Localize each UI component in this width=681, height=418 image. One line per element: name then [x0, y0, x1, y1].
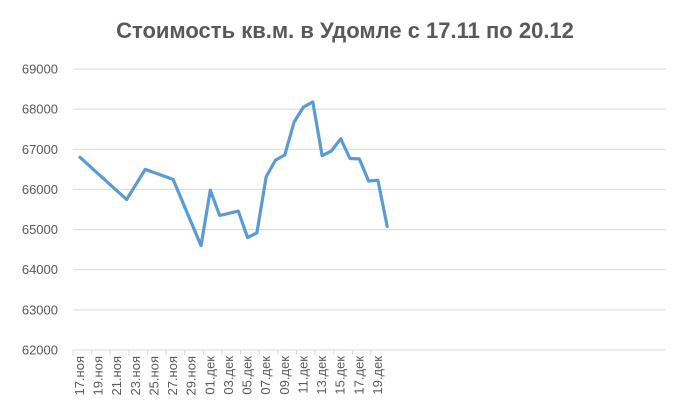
x-tick-label: 27.ноя: [165, 356, 180, 396]
data-point: [311, 100, 314, 104]
data-point: [218, 214, 221, 217]
chart-title: Стоимость кв.м. в Удомле с 17.11 по 20.1…: [116, 18, 574, 43]
data-point: [302, 105, 305, 109]
data-point: [348, 157, 352, 160]
data-point: [386, 225, 389, 228]
data-point: [265, 175, 268, 178]
x-tick-label: 09.дек: [277, 356, 292, 395]
x-tick-label: 19.дек: [370, 356, 385, 395]
data-point: [367, 179, 370, 183]
x-tick-label: 03.дек: [221, 356, 236, 395]
data-point: [283, 153, 287, 157]
x-tick-label: 25.ноя: [146, 356, 161, 396]
data-point: [320, 154, 324, 157]
y-tick-label: 68000: [22, 102, 58, 117]
series-layer: [78, 100, 389, 248]
x-tick-label: 11.дек: [295, 356, 310, 394]
y-tick-label: 66000: [22, 182, 58, 197]
data-point: [339, 137, 342, 141]
data-point: [292, 120, 296, 124]
x-tick-label: 23.ноя: [128, 356, 143, 396]
data-point: [330, 149, 333, 153]
data-point: [237, 209, 240, 213]
x-tick-label: 29.ноя: [184, 356, 199, 396]
y-tick-label: 65000: [22, 222, 58, 237]
x-tick-label: 13.дек: [314, 356, 329, 395]
y-tick-label: 63000: [22, 302, 58, 317]
data-point: [209, 189, 212, 192]
x-tick-label: 17.ноя: [72, 356, 87, 396]
y-tick-label: 67000: [22, 142, 58, 157]
series-line: [78, 100, 389, 248]
x-tick-label: 01.дек: [202, 356, 217, 395]
data-point: [358, 157, 361, 161]
data-point: [125, 198, 128, 201]
x-axis-tick-labels: 17.ноя 19.ноя 21.ноя 23.ноя 25.ноя 27.ноя 29.н…: [72, 356, 385, 396]
x-tick-label: 19.ноя: [91, 356, 106, 396]
y-tick-label: 69000: [22, 62, 58, 77]
x-tick-label: 21.ноя: [109, 356, 124, 396]
y-axis-tick-labels: 62000 63000 64000 65000 66000 67000 68000 69000: [22, 62, 58, 358]
x-tick-label: 17.дек: [351, 356, 366, 395]
data-point: [246, 236, 249, 239]
data-point: [199, 244, 203, 247]
data-point: [255, 231, 259, 234]
data-point: [143, 168, 147, 171]
gridlines: [72, 68, 666, 355]
y-tick-label: 62000: [22, 343, 58, 358]
x-tick-label: 05.дек: [240, 356, 255, 395]
data-point: [274, 158, 277, 162]
data-point: [171, 178, 175, 181]
data-point: [78, 156, 82, 159]
y-tick-label: 64000: [22, 262, 58, 277]
x-tick-label: 15.дек: [333, 356, 348, 395]
data-point: [376, 178, 380, 182]
x-tick-label: 07.дек: [258, 356, 273, 395]
